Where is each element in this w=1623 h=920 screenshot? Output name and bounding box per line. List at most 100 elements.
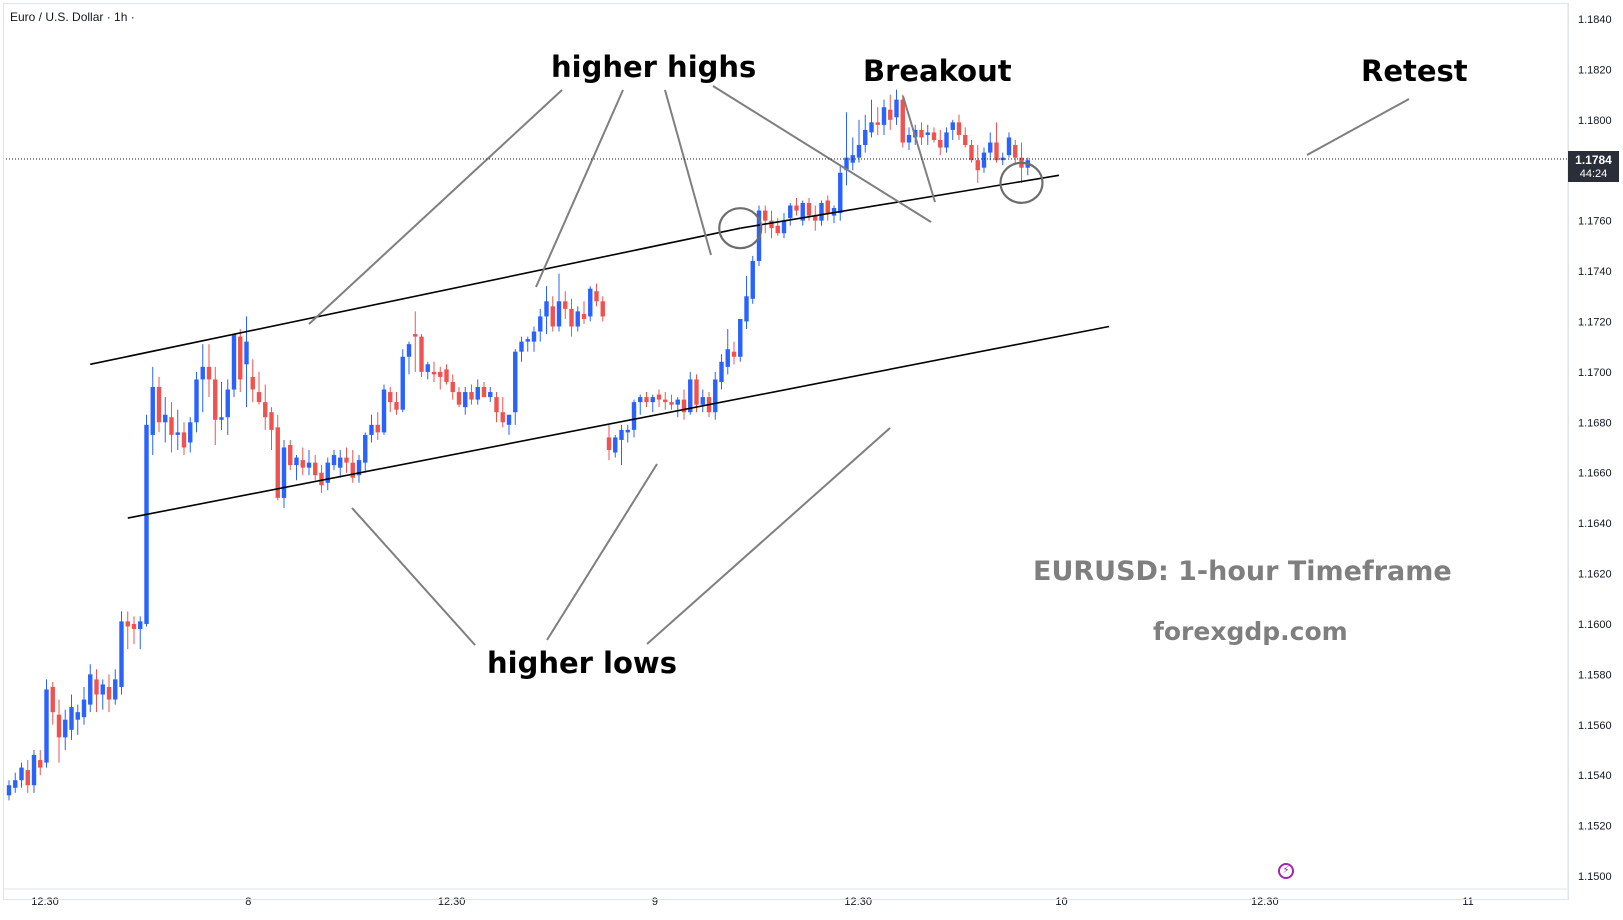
candle-body xyxy=(144,424,149,624)
candle-body xyxy=(663,399,668,403)
candle xyxy=(994,122,999,163)
candle-body xyxy=(875,122,880,125)
candle-body xyxy=(163,414,168,423)
highlight-circle-breakout[interactable] xyxy=(718,207,763,250)
annotation-pointer-line xyxy=(1306,98,1410,156)
candle xyxy=(969,139,974,163)
candle xyxy=(738,318,743,362)
candle xyxy=(181,422,187,456)
candle-body xyxy=(288,444,293,466)
candle-body xyxy=(775,225,780,234)
candle xyxy=(1006,132,1012,158)
candle-body xyxy=(900,99,905,143)
candle xyxy=(675,397,680,418)
price-tick-label: 1.1560 xyxy=(1578,720,1612,732)
candle xyxy=(525,336,530,352)
annotation-pointer-line xyxy=(712,85,932,223)
trendlines xyxy=(90,161,1110,519)
candles xyxy=(6,89,1030,801)
candle xyxy=(419,334,424,377)
candle-body xyxy=(125,621,130,627)
price-tick-label: 1.1700 xyxy=(1578,367,1612,379)
candle-body xyxy=(338,457,343,468)
candle xyxy=(63,709,68,750)
candle-body xyxy=(25,770,30,786)
candle xyxy=(94,669,99,713)
symbol-title[interactable]: Euro / U.S. Dollar · 1h · xyxy=(10,10,135,24)
candle-body xyxy=(494,397,499,413)
candle-body xyxy=(813,215,818,221)
price-tick-label: 1.1740 xyxy=(1578,266,1612,278)
candle-body xyxy=(369,424,374,435)
candle xyxy=(225,379,230,435)
candle-body xyxy=(981,152,987,168)
candle xyxy=(288,439,293,471)
candle-body xyxy=(763,210,768,221)
candle xyxy=(25,760,30,793)
candle-body xyxy=(256,392,262,403)
candle xyxy=(938,129,943,156)
candle-body xyxy=(63,719,68,738)
candle xyxy=(713,371,718,420)
candle-body xyxy=(669,402,674,405)
candle xyxy=(831,205,837,224)
candle-body xyxy=(719,361,724,382)
candle-body xyxy=(744,296,749,322)
candle xyxy=(1025,157,1030,176)
candle xyxy=(163,397,168,443)
candle xyxy=(981,147,987,173)
candle xyxy=(38,749,43,776)
candle xyxy=(169,402,174,453)
candle-body xyxy=(6,785,12,796)
candle xyxy=(219,381,224,430)
lightning-icon[interactable]: ⚡ xyxy=(1278,863,1294,879)
candle-body xyxy=(131,623,137,629)
candle-body xyxy=(525,339,530,342)
candle xyxy=(100,679,105,710)
candle xyxy=(819,200,824,226)
candle xyxy=(206,344,212,398)
price-tick-label: 1.1540 xyxy=(1578,770,1612,782)
candle xyxy=(81,686,87,725)
candle-body xyxy=(344,457,349,463)
trendline-lower-channel[interactable] xyxy=(127,325,1110,519)
highlight-circle-retest[interactable] xyxy=(999,161,1044,204)
price-tick-label: 1.1580 xyxy=(1578,669,1612,681)
candle-body xyxy=(594,291,599,302)
candle-body xyxy=(456,392,462,405)
candle-body xyxy=(869,122,874,133)
candle xyxy=(725,329,730,375)
candle xyxy=(494,392,499,423)
candle xyxy=(438,366,443,390)
candle xyxy=(563,291,568,319)
candle xyxy=(744,276,749,330)
candle-body xyxy=(238,336,243,380)
candle xyxy=(950,119,955,140)
candle xyxy=(569,298,574,337)
candle-body xyxy=(306,462,312,468)
trendline-upper-channel[interactable] xyxy=(90,227,741,366)
candle-body xyxy=(350,462,355,478)
candle xyxy=(56,699,62,763)
candle-body xyxy=(844,157,849,171)
candle-body xyxy=(506,414,512,425)
time-tick-label: 12:30 xyxy=(31,896,59,908)
candle xyxy=(231,334,237,398)
price-tick-label: 1.1660 xyxy=(1578,468,1612,480)
candle xyxy=(294,455,299,481)
candle-body xyxy=(656,394,662,400)
candle xyxy=(263,384,268,430)
candle xyxy=(319,465,324,493)
watermark-title: EURUSD: 1-hour Timeframe xyxy=(1033,556,1452,587)
candle xyxy=(275,414,280,501)
candle-body xyxy=(831,208,837,216)
price-tick-label: 1.1840 xyxy=(1578,14,1612,26)
candle-body xyxy=(475,387,480,400)
candle xyxy=(44,679,49,768)
candle-body xyxy=(444,369,449,382)
candle-body xyxy=(888,109,893,120)
candle-body xyxy=(650,397,655,403)
candle xyxy=(269,407,274,451)
candle-body xyxy=(481,387,487,398)
